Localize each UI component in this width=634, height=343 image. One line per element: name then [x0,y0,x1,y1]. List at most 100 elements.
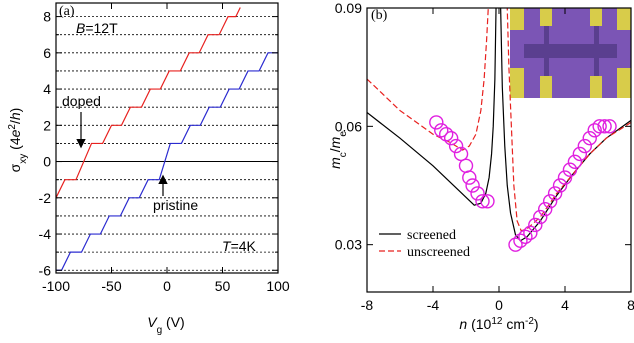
series-line [56,52,278,271]
data-point [448,138,464,154]
plot-area [367,8,631,252]
text-part: =4K [231,238,257,254]
data-point [458,158,474,173]
text-part: T [222,238,232,254]
text-part: ) [7,108,23,113]
panel-label: (b) [371,8,388,23]
y-tick-label: 4 [43,81,51,97]
text-part: / [7,120,23,124]
x-tick-label: 100 [266,278,290,294]
annotation: B=12T [76,20,118,36]
legend-label: screened [407,228,456,243]
text-part: σ [7,163,23,172]
data-point [439,127,454,142]
text-part: (10 [467,316,491,332]
y-tick-label: -4 [39,226,52,242]
data-point [475,194,490,209]
y-tick-label: 8 [43,9,51,25]
x-tick-label: 50 [215,278,231,294]
y-tick-label: -6 [39,262,52,278]
series-label: doped [62,93,101,109]
y-tick-label: 2 [43,117,51,133]
text-part: xy [18,154,29,164]
plot-frame [55,2,279,274]
data-point [518,229,533,244]
x-tick-label: 8 [627,297,634,313]
x-tick-label: -4 [427,297,440,313]
data-point [602,119,617,134]
y-axis-label: σxy (4e2/h) [7,108,29,173]
x-tick-label: 0 [163,278,171,294]
y-tick-label: 0.03 [335,237,362,253]
data-point [582,130,597,146]
x-tick-label: -8 [361,297,374,313]
text-part: cm [502,316,525,332]
data-point [533,209,548,225]
series-line [56,7,241,199]
data-point [552,178,568,193]
data-point [513,233,528,248]
data-point [587,123,602,138]
data-point [542,194,558,209]
data-point [538,201,553,217]
data-point [567,154,583,170]
text-part: (4 [7,137,23,154]
data-point [480,194,495,209]
data-point [577,138,592,154]
data-point [508,237,523,252]
text-part: n [459,316,467,332]
text-part: (V) [162,314,185,330]
y-tick-label: 6 [43,45,51,61]
data-point [462,170,477,185]
text-part: 2 [7,124,18,130]
data-point [465,178,480,193]
text-part: / [327,148,343,152]
x-tick-label: 4 [561,297,569,313]
data-point [557,170,573,185]
data-point [547,186,563,201]
annotation: T=4K [222,238,257,254]
y-axis-label: mc/me [327,131,349,169]
inset-micrograph [510,8,631,98]
text-part: =12T [85,20,118,36]
text-part: V [147,314,158,330]
text-part: 12 [491,316,503,327]
text-part: g [157,325,163,336]
panel-label: (a) [59,4,75,19]
data-point [443,130,459,146]
data-point [592,119,607,134]
x-axis-label: Vg (V) [147,314,184,336]
data-point [434,123,449,138]
y-tick-label: 0 [43,154,51,170]
data-point [523,225,538,241]
data-point [597,119,612,134]
data-point [528,217,543,233]
text-part: h [7,112,23,120]
text-part: e [7,129,23,137]
y-tick-label: 0.09 [335,0,362,16]
legend-label: unscreened [407,245,470,260]
x-axis-label: n (1012 cm-2) [459,316,538,333]
text-part: -2 [525,316,534,327]
x-tick-label: -50 [101,278,121,294]
y-tick-label: 0.06 [335,118,362,134]
x-tick-label: -100 [42,278,70,294]
data-point [429,115,444,130]
text-part: B [76,20,85,36]
text-part: e [338,131,349,137]
text-part: c [338,152,349,157]
data-point [562,162,578,177]
series-label: pristine [153,197,198,213]
y-tick-label: -2 [39,190,52,206]
data-point [572,146,588,162]
text-part: m [327,136,343,148]
plot-area [56,7,278,271]
text-part: (b) [371,8,388,23]
data-point [470,186,485,201]
text-part: (a) [59,4,75,19]
x-tick-label: 0 [495,297,503,313]
data-point [453,146,469,162]
text-part: ) [534,316,539,332]
text-part: m [327,157,343,169]
